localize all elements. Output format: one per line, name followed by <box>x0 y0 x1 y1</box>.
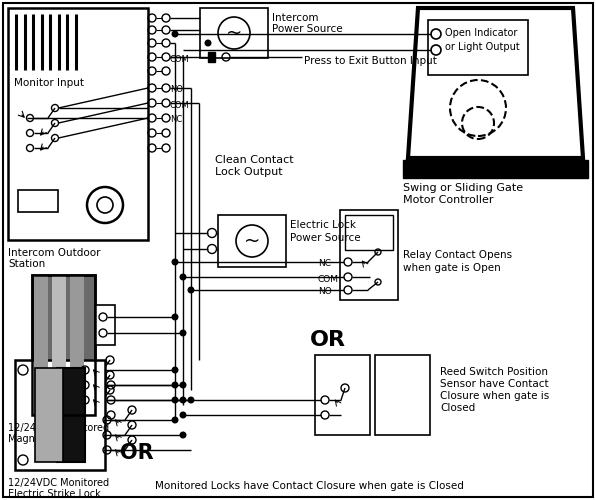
Text: Sensor have Contact: Sensor have Contact <box>440 379 549 389</box>
Circle shape <box>172 382 178 388</box>
Bar <box>8 8 148 240</box>
Text: OR: OR <box>310 330 346 350</box>
Text: NC: NC <box>170 116 182 124</box>
Text: NO: NO <box>318 288 332 296</box>
Bar <box>34 275 48 415</box>
Circle shape <box>180 432 186 438</box>
Text: Motor Controller: Motor Controller <box>403 195 493 205</box>
Bar <box>428 20 528 75</box>
Circle shape <box>180 397 186 403</box>
Text: ~: ~ <box>226 24 242 42</box>
Text: Swing or Sliding Gate: Swing or Sliding Gate <box>403 183 523 193</box>
Circle shape <box>188 397 194 403</box>
Text: Monitored Locks have Contact Closure when gate is Closed: Monitored Locks have Contact Closure whe… <box>155 481 464 491</box>
Circle shape <box>172 31 178 37</box>
Text: Intercom Outdoor: Intercom Outdoor <box>8 248 101 258</box>
Circle shape <box>205 40 211 46</box>
Bar <box>35 368 63 462</box>
Bar <box>403 160 588 178</box>
Text: Power Source: Power Source <box>272 24 343 34</box>
Text: Lock Output: Lock Output <box>215 167 283 177</box>
Bar <box>18 190 58 212</box>
Text: Station: Station <box>8 259 45 269</box>
Text: NC: NC <box>318 260 331 268</box>
Bar <box>200 8 268 58</box>
Text: Press to Exit Button Input: Press to Exit Button Input <box>304 56 437 66</box>
Text: or Light Output: or Light Output <box>445 42 520 52</box>
Text: Monitor Input: Monitor Input <box>14 78 84 88</box>
Text: Relay Contact Opens: Relay Contact Opens <box>403 250 512 260</box>
Bar <box>218 215 286 267</box>
Bar <box>340 210 398 300</box>
Bar <box>315 355 370 435</box>
Text: 12/24VDC Monitored: 12/24VDC Monitored <box>8 423 109 433</box>
Text: Reed Switch Position: Reed Switch Position <box>440 367 548 377</box>
Text: 12/24VDC Monitored: 12/24VDC Monitored <box>8 478 109 488</box>
Circle shape <box>172 259 178 265</box>
Text: Power Source: Power Source <box>290 233 361 243</box>
Polygon shape <box>408 8 583 158</box>
Circle shape <box>172 397 178 403</box>
Circle shape <box>188 287 194 293</box>
Bar <box>32 275 95 415</box>
Bar <box>345 215 393 250</box>
Text: Clean Contact: Clean Contact <box>215 155 294 165</box>
Bar <box>95 305 115 345</box>
Text: Electric Lock: Electric Lock <box>290 220 356 230</box>
Bar <box>70 275 84 415</box>
Circle shape <box>172 314 178 320</box>
Text: COM: COM <box>318 274 339 283</box>
Circle shape <box>172 417 178 423</box>
Text: Closure when gate is: Closure when gate is <box>440 391 550 401</box>
Text: COM: COM <box>170 100 190 110</box>
Text: COM: COM <box>170 54 190 64</box>
Bar <box>57 368 85 462</box>
Text: Open Indicator: Open Indicator <box>445 28 517 38</box>
Bar <box>32 275 95 415</box>
Bar <box>15 360 105 470</box>
Text: Closed: Closed <box>440 403 475 413</box>
Text: when gate is Open: when gate is Open <box>403 263 501 273</box>
Text: Magnetic Lock: Magnetic Lock <box>8 434 78 444</box>
Text: Intercom: Intercom <box>272 13 318 23</box>
Bar <box>208 52 215 62</box>
Text: NO: NO <box>170 86 183 94</box>
Text: OR: OR <box>120 443 154 463</box>
Circle shape <box>180 330 186 336</box>
Text: Electric Strike Lock: Electric Strike Lock <box>8 489 101 499</box>
Circle shape <box>180 382 186 388</box>
Circle shape <box>180 274 186 280</box>
Bar <box>52 275 66 415</box>
Text: ~: ~ <box>244 232 260 250</box>
Bar <box>375 355 430 435</box>
Circle shape <box>180 412 186 418</box>
Circle shape <box>172 367 178 373</box>
